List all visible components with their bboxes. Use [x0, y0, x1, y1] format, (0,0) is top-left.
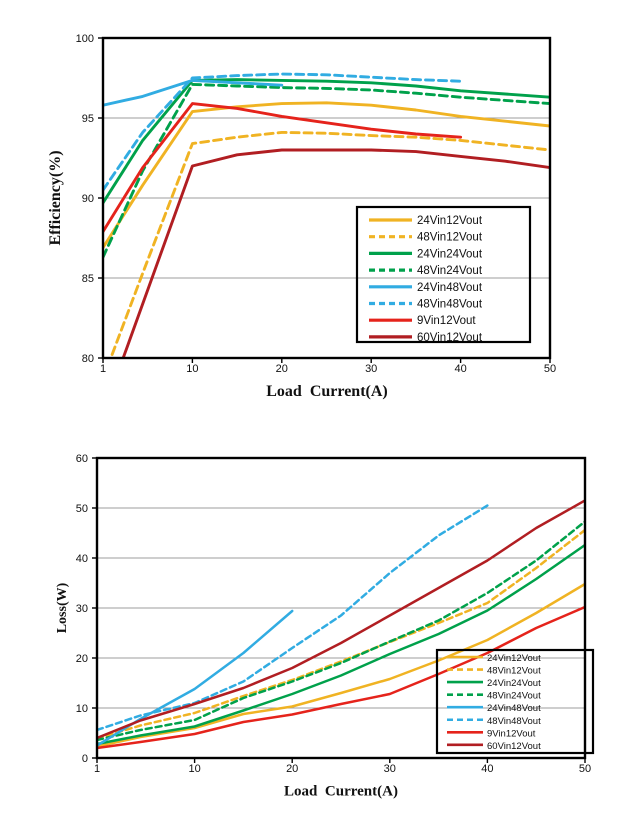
y-tick-label: 40: [76, 553, 88, 565]
x-tick-label: 50: [544, 363, 556, 375]
legend-entry: 48Vin24Vout: [447, 691, 541, 702]
x-tick-label: 10: [188, 763, 200, 775]
y-tick-label: 60: [76, 453, 88, 465]
series-line-24Vin24Vout: [103, 78, 550, 205]
series-line-9Vin12Vout: [97, 605, 585, 750]
x-tick-label: 1: [100, 363, 106, 375]
legend-entry: 24Vin48Vout: [369, 282, 483, 294]
x-tick-label: 20: [276, 363, 288, 375]
y-tick-label: 10: [76, 703, 88, 715]
series-line-9Vin12Vout: [103, 102, 463, 234]
x-tick-label: 50: [579, 763, 591, 775]
series-line-48Vin24Vout: [103, 82, 550, 259]
y-tick-label: 100: [76, 33, 94, 45]
y-tick-label: 80: [82, 353, 94, 365]
series-line-48Vin12Vout: [97, 528, 585, 740]
legend-label: 60Vin12Vout: [487, 741, 541, 752]
legend-entry: 24Vin48Vout: [447, 703, 541, 714]
legend-label: 48Vin24Vout: [417, 265, 483, 277]
y-axis-title-loss: Loss(W): [55, 582, 70, 634]
y-tick-label: 0: [82, 753, 88, 765]
legend-label: 24Vin12Vout: [487, 653, 541, 664]
y-tick-label: 95: [82, 113, 94, 125]
legend-label: 60Vin12Vout: [417, 332, 483, 344]
x-tick-label: 30: [365, 363, 377, 375]
series-line-48Vin48Vout: [97, 504, 489, 732]
x-tick-label: 20: [286, 763, 298, 775]
series-line-24Vin12Vout: [103, 101, 550, 250]
legend-entry: 24Vin12Vout: [369, 215, 483, 227]
x-axis-title-load-current-bottom: Load Current(A): [284, 783, 398, 800]
y-tick-label: 50: [76, 503, 88, 515]
series-line-24Vin48Vout: [103, 78, 284, 107]
x-tick-label: 40: [481, 763, 493, 775]
series-line-24Vin48Vout: [97, 609, 294, 747]
legend-entry: 48Vin48Vout: [369, 299, 483, 311]
legend-entry: 48Vin12Vout: [369, 232, 483, 244]
legend-entry: 48Vin12Vout: [447, 666, 541, 677]
legend-entry: 9Vin12Vout: [447, 728, 536, 739]
legend-entry: 24Vin24Vout: [369, 248, 483, 260]
legend-entry: 24Vin24Vout: [447, 678, 541, 689]
series-line-60Vin12Vout: [97, 499, 585, 740]
series-line-24Vin12Vout: [97, 582, 585, 748]
legend-label: 48Vin12Vout: [417, 232, 483, 244]
legend-label: 48Vin48Vout: [417, 299, 483, 311]
legend-label: 48Vin12Vout: [487, 666, 541, 677]
legend-entry: 48Vin24Vout: [369, 265, 483, 277]
y-axis-title-efficiency: Efficiency(%): [47, 150, 64, 246]
legend-label: 48Vin24Vout: [487, 691, 541, 702]
series-line-48Vin48Vout: [103, 72, 463, 192]
legend-label: 24Vin48Vout: [487, 703, 541, 714]
series-line-24Vin24Vout: [97, 543, 585, 746]
legend-entry: 48Vin48Vout: [447, 716, 541, 727]
legend-entry: 60Vin12Vout: [447, 741, 541, 752]
legend: 24Vin12Vout 48Vin12Vout 24Vin24Vout 48Vin24…: [355, 205, 532, 344]
legend-border: [355, 205, 532, 344]
x-tick-label: 10: [186, 363, 198, 375]
efficiency-chart: 80 85 90 95 100 1 10 20 30 40 50 24Vin12Vout 48Vin12…: [76, 33, 556, 375]
y-tick-label: 90: [82, 193, 94, 205]
legend-label: 24Vin48Vout: [417, 282, 483, 294]
legend-label: 48Vin48Vout: [487, 716, 541, 727]
y-tick-label: 85: [82, 273, 94, 285]
legend-label: 9Vin12Vout: [487, 728, 536, 739]
legend-entry: 24Vin12Vout: [447, 653, 541, 664]
legend-entry: 60Vin12Vout: [369, 332, 483, 344]
legend-entry: 9Vin12Vout: [369, 315, 476, 327]
legend-border: [435, 648, 595, 755]
x-tick-label: 40: [454, 363, 466, 375]
loss-chart: 0 10 20 30 40 50 60 1 10 20 30 40 50 24Vin12Vout 48Vin…: [76, 453, 595, 775]
y-tick-label: 30: [76, 603, 88, 615]
series-line-60Vin12Vout: [121, 148, 550, 358]
y-tick-label: 20: [76, 653, 88, 665]
legend-label: 24Vin12Vout: [417, 215, 483, 227]
x-axis-title-load-current-top: Load Current(A): [266, 383, 388, 400]
series-line-48Vin12Vout: [109, 130, 550, 358]
series-line-48Vin24Vout: [97, 520, 585, 742]
x-tick-label: 30: [384, 763, 396, 775]
x-tick-label: 1: [94, 763, 100, 775]
legend-label: 24Vin24Vout: [417, 248, 483, 260]
legend-label: 24Vin24Vout: [487, 678, 541, 689]
legend-label: 9Vin12Vout: [417, 315, 476, 327]
